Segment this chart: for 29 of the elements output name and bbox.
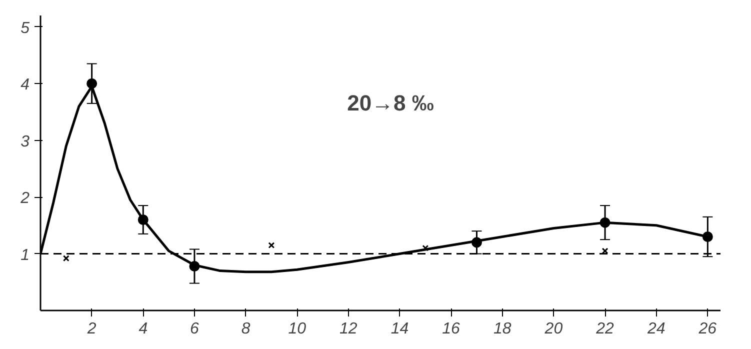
annotation: 20→8 ‰ — [347, 90, 434, 116]
x-tick-label: 22 — [595, 320, 614, 338]
y-tick-label: 2 — [20, 190, 30, 208]
point — [422, 244, 429, 252]
x-tick-label: 8 — [241, 320, 250, 338]
point — [189, 261, 200, 272]
x-tick-label: 20 — [544, 320, 563, 338]
x-tick-label: 4 — [138, 320, 148, 338]
y-tick-label: 3 — [20, 133, 30, 150]
x-tick-label: 10 — [288, 320, 306, 338]
point — [138, 214, 148, 225]
y-tick-label: 5 — [20, 20, 30, 37]
x-tick-label: 12 — [340, 320, 358, 338]
point — [600, 217, 610, 228]
x-tick-label: 24 — [646, 320, 666, 338]
point — [471, 237, 482, 248]
point — [702, 232, 713, 242]
point — [86, 78, 98, 89]
x-tick-label: 2 — [86, 320, 96, 338]
y-tick-label: 4 — [20, 76, 30, 94]
point — [62, 255, 70, 262]
point — [602, 248, 608, 254]
x-tick-label: 6 — [190, 320, 200, 338]
x-tick-label: 14 — [390, 320, 409, 338]
x-tick-label: 26 — [698, 320, 717, 338]
x-tick-label: 18 — [493, 320, 512, 338]
point — [268, 242, 275, 248]
x-tick-label: 16 — [442, 320, 460, 338]
y-tick-label: 1 — [20, 246, 30, 264]
